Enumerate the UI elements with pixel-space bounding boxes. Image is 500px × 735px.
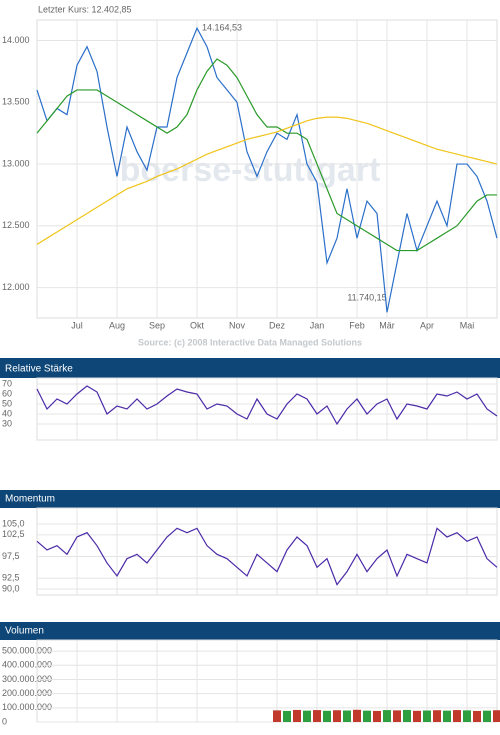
- volume-bar: [273, 710, 281, 722]
- x-tick-label: Okt: [190, 320, 205, 330]
- volume-bar: [283, 710, 291, 722]
- series-line: [36, 527, 498, 586]
- series-line: [36, 58, 497, 252]
- volume-bar: [343, 710, 351, 722]
- y-tick-label: 12.500: [2, 220, 30, 230]
- volume-bar: [493, 710, 500, 722]
- plot-area: [36, 507, 498, 596]
- volume-bar: [403, 709, 411, 722]
- volume-bar: [453, 710, 461, 722]
- y-tick-label: 14.000: [2, 35, 30, 45]
- y-tick-label: 0: [2, 716, 7, 726]
- y-tick-label: 60: [2, 388, 12, 398]
- y-tick-label: 105,0: [2, 518, 25, 528]
- y-tick-label: 200.000.000: [2, 688, 52, 698]
- series-line: [36, 26, 498, 313]
- volume-bar: [473, 710, 481, 722]
- volume-bar: [303, 710, 311, 722]
- y-tick-label: 30: [2, 418, 12, 428]
- volume-bar: [443, 710, 451, 722]
- annotation: 11.740,15: [347, 292, 386, 302]
- y-tick-label: 102,5: [2, 529, 25, 539]
- x-tick-label: Dez: [269, 320, 286, 330]
- y-tick-label: 13.000: [2, 158, 30, 168]
- x-tick-label: Apr: [420, 320, 434, 330]
- y-tick-label: 50: [2, 398, 12, 408]
- source: Source: (c) 2008 Interactive Data Manage…: [138, 337, 362, 347]
- volume-bar: [413, 710, 421, 722]
- volume-bar: [423, 710, 431, 722]
- y-tick-label: 100.000.000: [2, 702, 52, 712]
- x-tick-label: Sep: [149, 320, 165, 330]
- volume-bar: [293, 709, 301, 722]
- x-tick-label: Jan: [310, 320, 325, 330]
- y-tick-label: 70: [2, 378, 12, 388]
- x-tick-label: Nov: [229, 320, 246, 330]
- panel-header: [0, 490, 500, 508]
- y-tick-label: 97,5: [2, 551, 20, 561]
- watermark: boerse-stuttgart: [120, 151, 381, 189]
- x-tick-label: Aug: [109, 320, 125, 330]
- volume-bar: [373, 710, 381, 722]
- y-tick-label: 13.500: [2, 97, 30, 107]
- volume-bar: [323, 710, 331, 722]
- volume-bar: [363, 710, 371, 722]
- volume-bar: [383, 710, 391, 722]
- x-tick-label: Feb: [349, 320, 365, 330]
- plot-area: [36, 377, 498, 441]
- volume-bar: [353, 709, 361, 722]
- y-tick-label: 92,5: [2, 572, 20, 582]
- series-line: [36, 116, 498, 245]
- panel-title: Momentum: [5, 494, 55, 505]
- volume-bar: [313, 710, 321, 722]
- plot-area: [36, 19, 498, 319]
- volume-bar: [393, 710, 401, 722]
- panel-title: Volumen: [5, 626, 44, 637]
- x-tick-label: Mär: [379, 320, 395, 330]
- annotation: 14.164,53: [202, 22, 242, 32]
- plot-area: [36, 639, 498, 723]
- y-tick-label: 40: [2, 408, 12, 418]
- y-tick-label: 500.000.000: [2, 645, 52, 655]
- x-tick-label: Mai: [460, 320, 475, 330]
- volume-bar: [333, 710, 341, 722]
- y-tick-label: 400.000.000: [2, 660, 52, 670]
- last-price: Letzter Kurs: 12.402,85: [38, 4, 132, 14]
- y-tick-label: 12.000: [2, 282, 30, 292]
- panel-header: [0, 622, 500, 640]
- volume-bar: [433, 710, 441, 722]
- panel-header: [0, 358, 500, 378]
- y-tick-label: 90,0: [2, 583, 20, 593]
- x-tick-label: Jul: [71, 320, 83, 330]
- series-line: [36, 385, 498, 426]
- panel-title: Relative Stärke: [5, 364, 73, 375]
- y-tick-label: 300.000.000: [2, 674, 52, 684]
- volume-bar: [463, 710, 471, 722]
- volume-bar: [483, 710, 491, 722]
